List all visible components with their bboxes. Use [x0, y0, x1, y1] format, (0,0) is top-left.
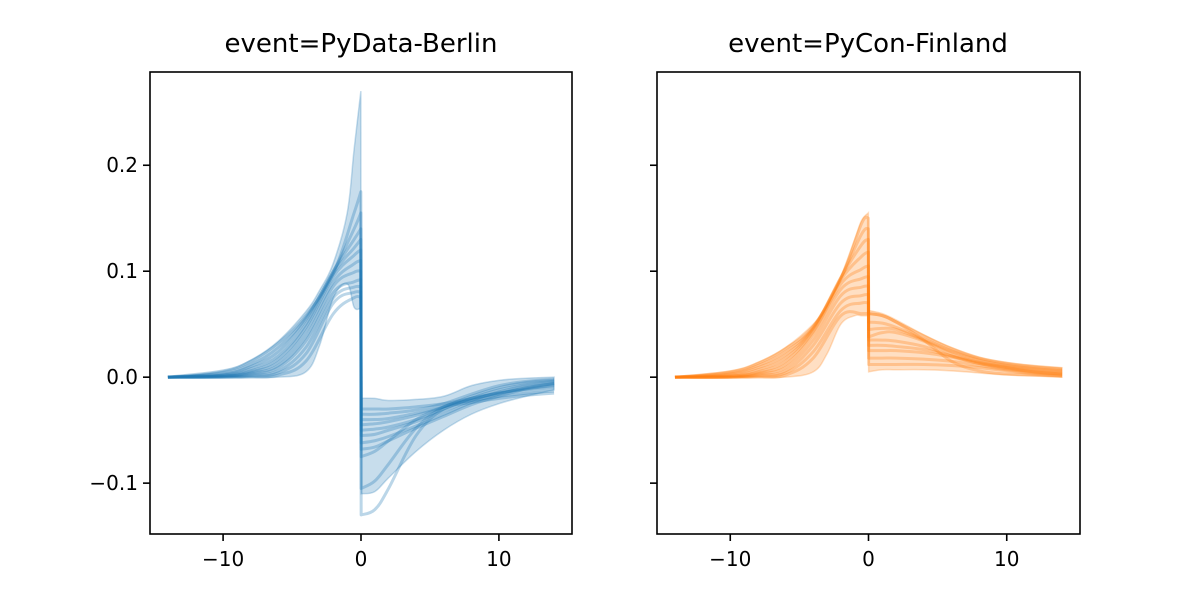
series-line-run-6 — [674, 275, 1063, 379]
series-line-run-7 — [167, 269, 555, 422]
panel-pycon-finland: event=PyCon-Finland −10 0 10 — [650, 29, 1081, 571]
series-line-run-10 — [167, 290, 555, 490]
x-axis: −10 0 10 — [202, 534, 512, 571]
x-tick-label: 10 — [486, 547, 511, 571]
series-line-run-8 — [167, 278, 555, 411]
series-line-run-9 — [167, 284, 555, 459]
series-line-run-8 — [674, 293, 1063, 379]
y-tick-label: −0.1 — [89, 471, 138, 495]
series-line-run-1 — [167, 190, 555, 416]
plot-area — [674, 211, 1063, 379]
series-line-run-3 — [674, 237, 1063, 379]
y-axis: −0.1 0.0 0.1 0.2 — [89, 153, 150, 495]
panel-pydata-berlin: event=PyData-Berlin −10 0 10 −0.1 0.0 0.1 0.2 — [89, 29, 573, 571]
series-line-run-5 — [167, 248, 555, 445]
y-tick-label: 0.2 — [106, 153, 138, 177]
x-tick-label: −10 — [202, 547, 244, 571]
y-tick-label: 0.1 — [106, 259, 138, 283]
series-line-run-9 — [674, 300, 1063, 379]
y-axis — [650, 164, 657, 484]
plot-area — [167, 90, 555, 517]
series-line-run-4 — [167, 237, 555, 437]
confidence-band — [674, 211, 1063, 379]
series-line-run-10 — [674, 310, 1063, 379]
series-line-run-6 — [167, 259, 555, 451]
series-line-run-1 — [674, 215, 1063, 379]
x-tick-label: 0 — [862, 547, 875, 571]
series-line-run-7 — [674, 284, 1063, 379]
x-tick-label: 0 — [355, 547, 368, 571]
panel-title: event=PyCon-Finland — [728, 29, 1008, 59]
series-line-run-2 — [674, 227, 1063, 379]
series-line-run-11 — [167, 294, 555, 517]
confidence-band — [167, 90, 555, 495]
series-line-run-5 — [674, 264, 1063, 379]
x-axis: −10 0 10 — [709, 534, 1019, 571]
x-tick-label: 10 — [994, 547, 1019, 571]
series-line-run-2 — [167, 211, 555, 427]
series-line-run-4 — [674, 250, 1063, 379]
x-tick-label: −10 — [709, 547, 751, 571]
panel-title: event=PyData-Berlin — [225, 29, 498, 59]
series-line-run-3 — [167, 227, 555, 432]
y-tick-label: 0.0 — [106, 365, 138, 389]
